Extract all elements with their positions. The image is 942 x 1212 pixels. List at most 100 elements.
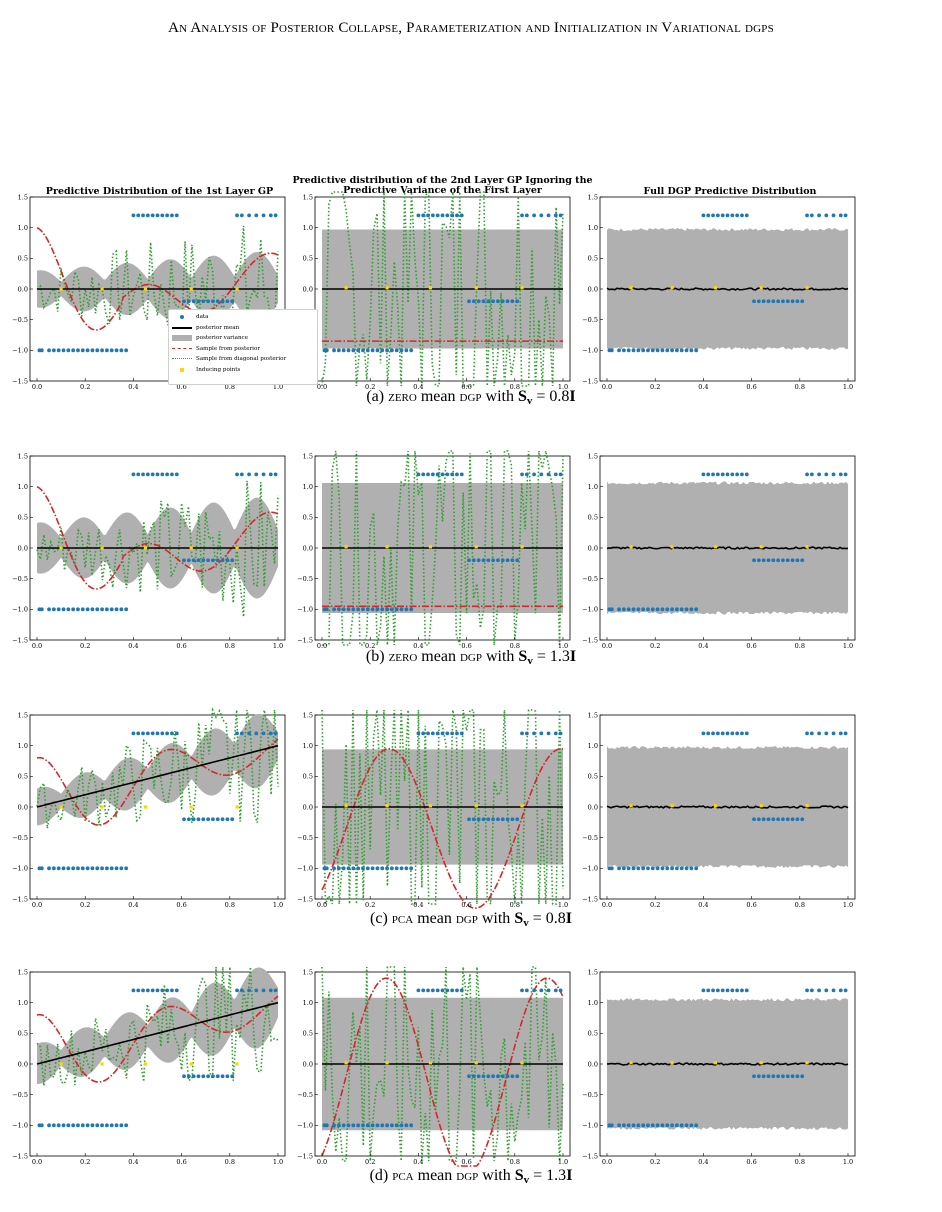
data-point bbox=[247, 731, 251, 736]
legend-label: posterior variance bbox=[196, 335, 248, 342]
data-point bbox=[467, 558, 471, 563]
data-point bbox=[809, 213, 814, 218]
data-point bbox=[636, 866, 641, 871]
data-point bbox=[90, 1123, 95, 1128]
data-point bbox=[394, 866, 399, 871]
data-point bbox=[324, 866, 329, 871]
data-point bbox=[114, 607, 119, 612]
data-point bbox=[155, 213, 160, 218]
data-point bbox=[636, 607, 641, 612]
data-point bbox=[440, 731, 445, 736]
inducing-point bbox=[100, 805, 104, 809]
data-point bbox=[361, 866, 365, 871]
x-tick-label: 0.2 bbox=[365, 642, 375, 650]
data-point bbox=[341, 866, 346, 871]
data-point bbox=[665, 348, 670, 353]
data-point bbox=[261, 731, 266, 736]
plot-panel: 0.0 0.2 0.4 0.6 0.8 1.0 −1.5 −1.0 −0.5 0.0 0.5 1.0 1… bbox=[582, 452, 856, 650]
data-point bbox=[155, 472, 160, 477]
data-point bbox=[430, 731, 435, 736]
data-point bbox=[756, 558, 761, 563]
posterior-sample bbox=[321, 747, 564, 909]
x-tick-label: 0.6 bbox=[746, 1158, 756, 1166]
data-point bbox=[211, 558, 215, 563]
data-point bbox=[409, 348, 414, 353]
data-point bbox=[56, 607, 61, 612]
data-point bbox=[831, 731, 836, 736]
x-tick-label: 0.2 bbox=[365, 1158, 375, 1166]
y-tick-label: 1.0 bbox=[18, 742, 28, 750]
data-point bbox=[235, 731, 239, 736]
x-tick-label: 0.0 bbox=[317, 642, 327, 650]
data-point bbox=[211, 817, 215, 822]
data-point bbox=[445, 472, 450, 477]
data-point bbox=[553, 731, 558, 736]
data-point bbox=[404, 607, 409, 612]
data-point bbox=[679, 1123, 684, 1128]
data-point bbox=[740, 988, 744, 993]
data-point bbox=[174, 988, 179, 993]
data-point bbox=[515, 1074, 520, 1079]
data-point bbox=[191, 1074, 196, 1079]
data-point bbox=[674, 1123, 679, 1128]
data-point bbox=[621, 1123, 626, 1128]
data-point bbox=[720, 213, 725, 218]
inducing-point bbox=[189, 287, 193, 291]
y-tick-label: 0.5 bbox=[303, 255, 313, 263]
data-point bbox=[375, 1123, 380, 1128]
data-point bbox=[539, 472, 544, 477]
data-point bbox=[196, 299, 201, 304]
data-point bbox=[706, 472, 711, 477]
data-point bbox=[394, 1123, 399, 1128]
data-point bbox=[351, 348, 356, 353]
data-point bbox=[496, 558, 500, 563]
diagonal-posterior-sample bbox=[36, 225, 279, 352]
y-tick-label: 0.0 bbox=[18, 285, 28, 293]
x-tick-label: 0.6 bbox=[461, 901, 471, 909]
data-point bbox=[459, 213, 464, 218]
data-point bbox=[524, 213, 529, 218]
data-point bbox=[660, 1123, 665, 1128]
data-point bbox=[336, 607, 341, 612]
x-tick-label: 0.2 bbox=[650, 901, 660, 909]
y-tick-label: −0.5 bbox=[12, 316, 28, 324]
data-point bbox=[824, 213, 829, 218]
x-tick-label: 0.2 bbox=[80, 1158, 90, 1166]
data-point bbox=[790, 817, 795, 822]
x-tick-label: 0.8 bbox=[510, 1158, 520, 1166]
data-point bbox=[356, 607, 361, 612]
data-point bbox=[674, 866, 679, 871]
data-point bbox=[831, 472, 836, 477]
x-tick-label: 0.4 bbox=[698, 383, 708, 391]
x-tick-label: 0.6 bbox=[461, 383, 471, 391]
data-point bbox=[254, 472, 259, 477]
x-tick-label: 1.0 bbox=[843, 901, 853, 909]
data-point bbox=[781, 817, 785, 822]
y-tick-label: −1.5 bbox=[12, 636, 28, 644]
data-point bbox=[131, 472, 136, 477]
data-point bbox=[109, 1123, 114, 1128]
plot-panel: 0.0 0.2 0.4 0.6 0.8 1.0 −1.5 −1.0 −0.5 0.0 0.5 1.0 1… bbox=[297, 709, 571, 909]
data-point bbox=[505, 1074, 510, 1079]
data-point bbox=[817, 472, 821, 477]
data-point bbox=[247, 213, 251, 218]
diagonal-posterior-sample bbox=[321, 966, 564, 1162]
data-point bbox=[744, 213, 749, 218]
data-point bbox=[520, 213, 524, 218]
y-tick-label: 0.0 bbox=[588, 1060, 598, 1068]
data-point bbox=[510, 817, 515, 822]
y-tick-label: 1.5 bbox=[588, 968, 598, 976]
data-point bbox=[370, 348, 375, 353]
data-point bbox=[776, 817, 781, 822]
data-point bbox=[660, 348, 665, 353]
inducing-point bbox=[59, 805, 63, 809]
data-point bbox=[725, 988, 730, 993]
inducing-point bbox=[189, 546, 193, 550]
data-point bbox=[426, 731, 430, 736]
data-point bbox=[744, 731, 749, 736]
y-tick-label: −1.5 bbox=[12, 895, 28, 903]
data-point bbox=[440, 472, 445, 477]
inducing-point bbox=[670, 804, 674, 808]
data-point bbox=[211, 299, 215, 304]
x-tick-label: 0.8 bbox=[795, 383, 805, 391]
